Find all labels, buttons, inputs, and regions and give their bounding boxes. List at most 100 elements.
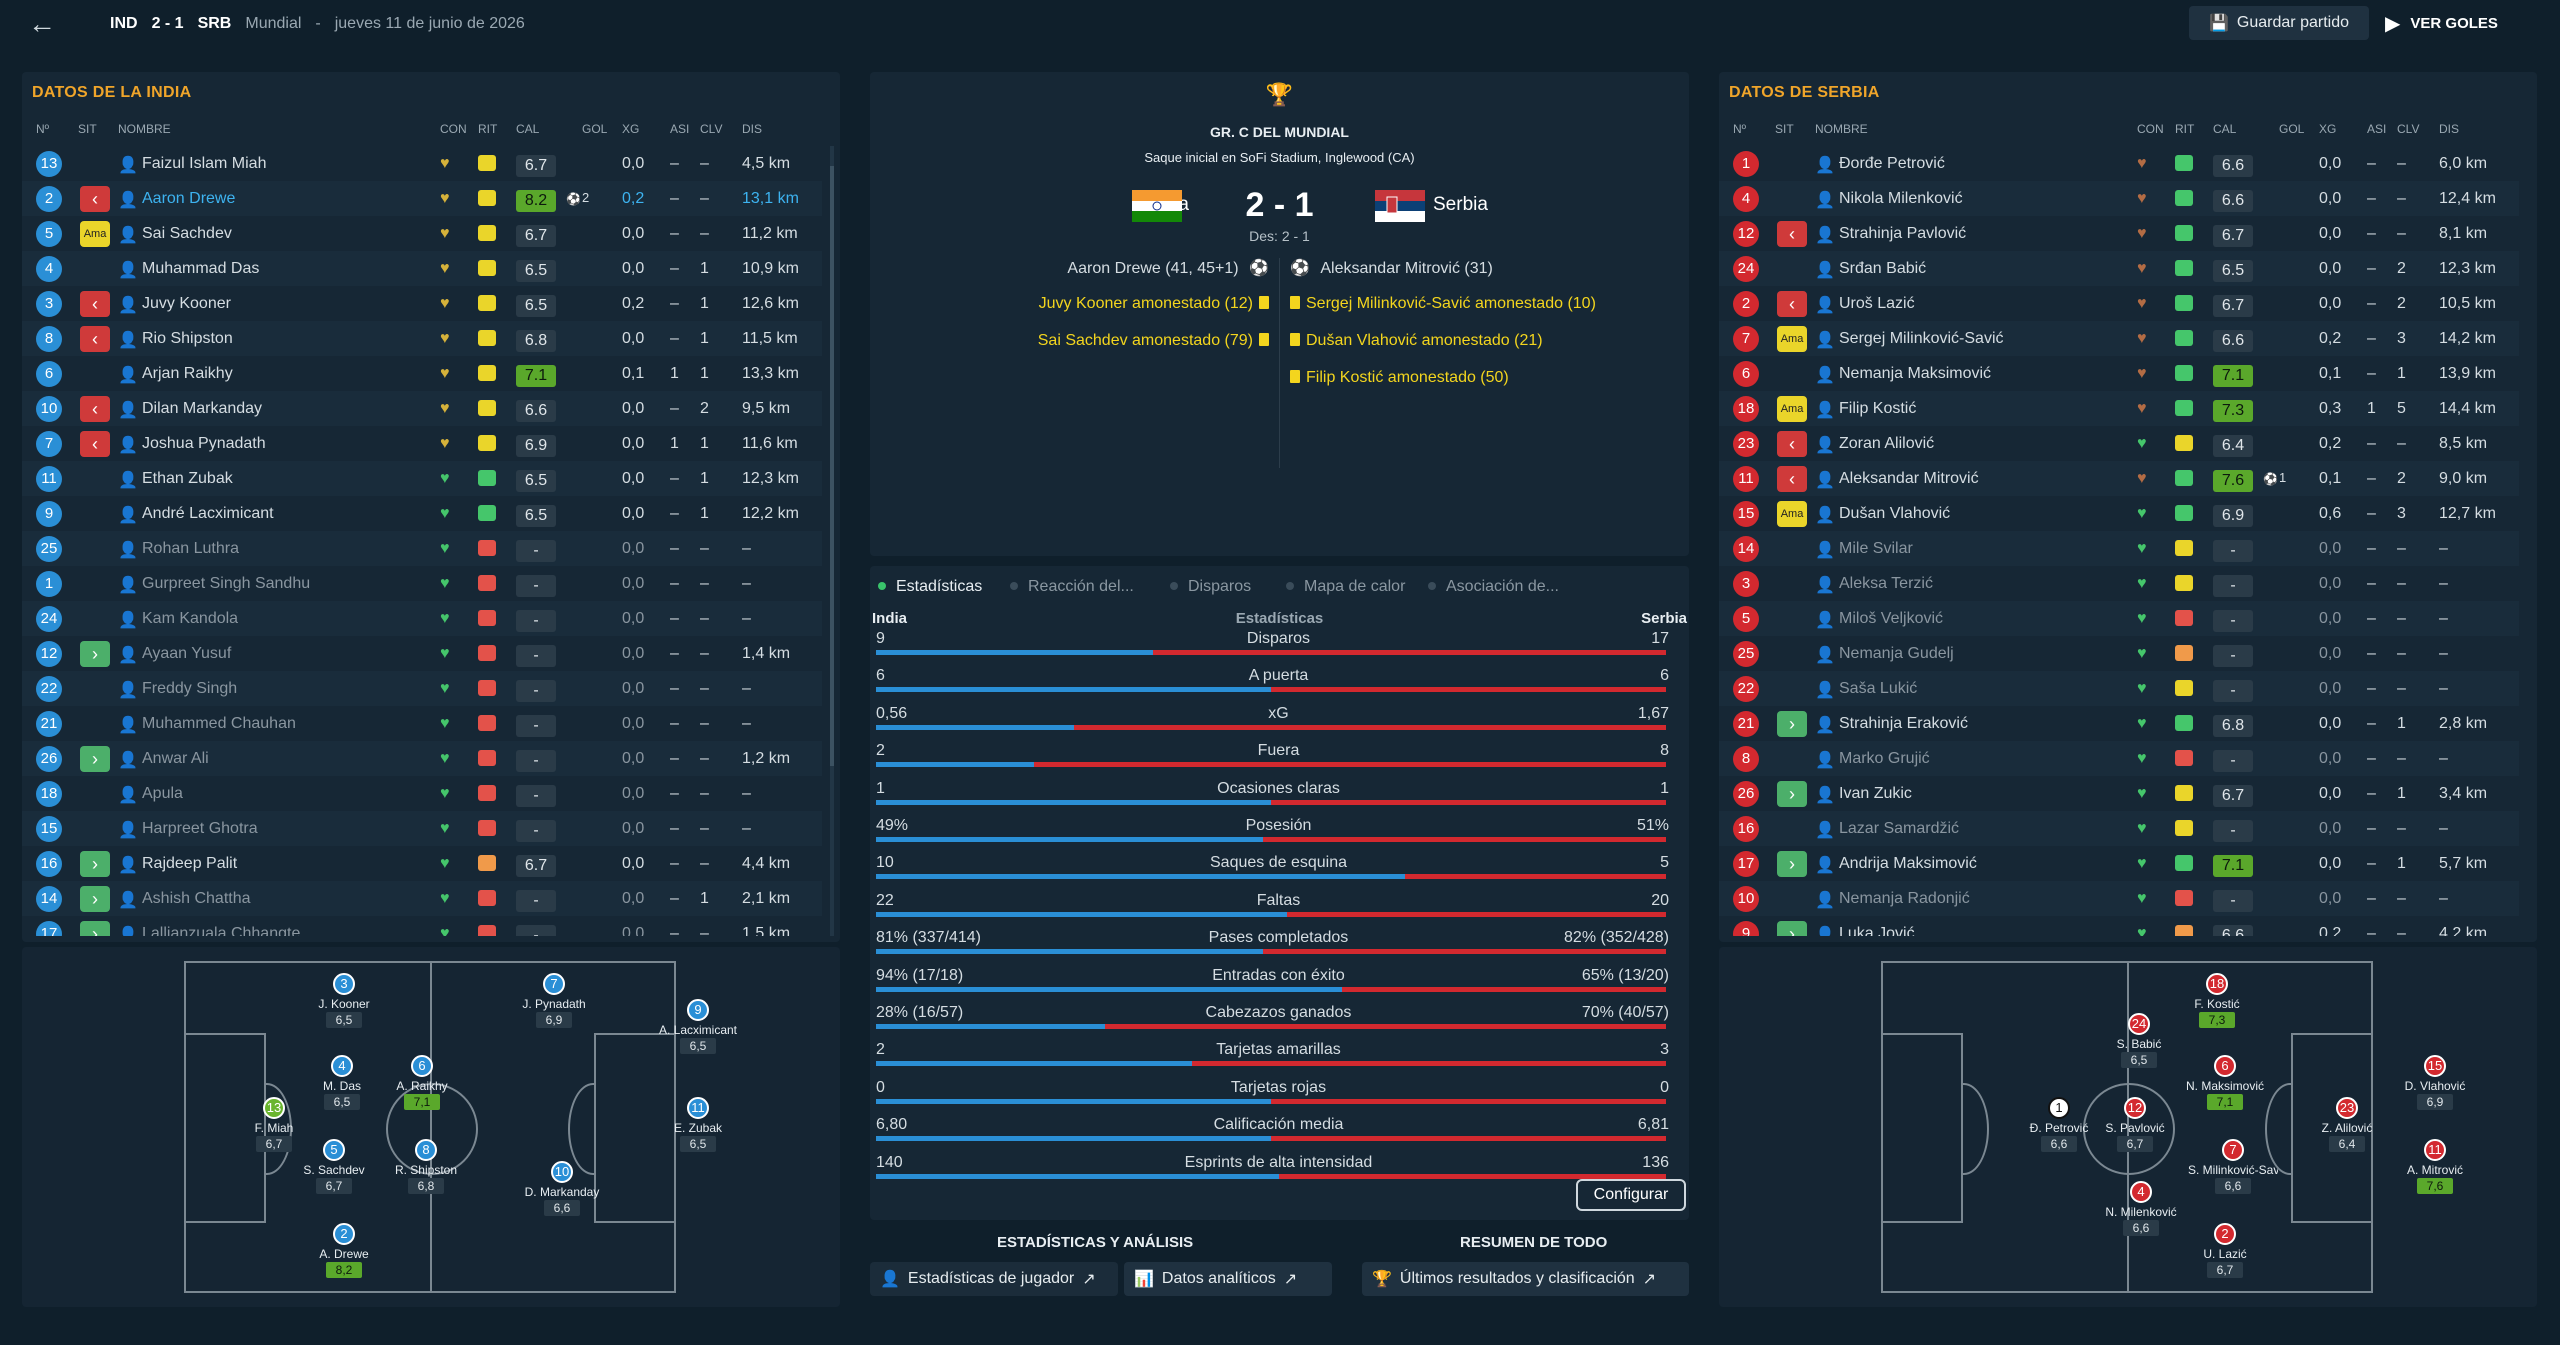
col-header[interactable]: ASI (670, 122, 690, 136)
lineup-player[interactable]: 5 S. Sachdev 6,7 (289, 1139, 379, 1195)
table-row[interactable]: 3 ‹ 👤 Juvy Kooner ♥ 6.5 0,2 – 1 12,6 km (22, 286, 822, 321)
col-header[interactable]: SIT (78, 122, 97, 136)
table-row[interactable]: 26 › 👤 Ivan Zukic ♥ 6.7 0,0 – 1 3,4 km (1719, 776, 2519, 811)
table-row[interactable]: 7 ‹ 👤 Joshua Pynadath ♥ 6.9 0,0 1 1 11,6 km (22, 426, 822, 461)
col-header[interactable]: CLV (2397, 122, 2420, 136)
col-header[interactable]: CAL (2213, 122, 2237, 136)
player-name[interactable]: André Lacximicant (142, 505, 274, 522)
col-header[interactable]: GOL (2279, 122, 2305, 136)
lineup-player[interactable]: 23 Z. Alilović 6,4 (2302, 1097, 2392, 1153)
table-row[interactable]: 16 👤 Lazar Samardžić ♥ - 0,0 – – – (1719, 811, 2519, 846)
scrollbar[interactable] (830, 146, 834, 936)
table-row[interactable]: 9 › 👤 Luka Jović ♥ 6.6 0,2 – – 4,2 km (1719, 916, 2519, 936)
player-name[interactable]: Mile Svilar (1839, 540, 1913, 557)
table-row[interactable]: 8 👤 Marko Grujić ♥ - 0,0 – – – (1719, 741, 2519, 776)
table-row[interactable]: 26 › 👤 Anwar Ali ♥ - 0,0 – – 1,2 km (22, 741, 822, 776)
player-name[interactable]: Nikola Milenković (1839, 190, 1963, 207)
lineup-player[interactable]: 24 S. Babić 6,5 (2094, 1013, 2184, 1069)
stats-tab[interactable]: Mapa de calor (1286, 578, 1405, 596)
table-row[interactable]: 2 ‹ 👤 Uroš Lazić ♥ 6.7 0,0 – 2 10,5 km (1719, 286, 2519, 321)
stats-tab[interactable]: Disparos (1170, 578, 1251, 596)
lineup-player[interactable]: 15 D. Vlahović 6,9 (2390, 1055, 2480, 1111)
lineup-player[interactable]: 7 S. Milinković-Savić6,6 (2188, 1139, 2278, 1195)
table-row[interactable]: 21 👤 Muhammed Chauhan ♥ - 0,0 – – – (22, 706, 822, 741)
player-name[interactable]: Aleksandar Mitrović (1839, 470, 1979, 487)
table-row[interactable]: 1 👤 Gurpreet Singh Sandhu ♥ - 0,0 – – – (22, 566, 822, 601)
col-header[interactable]: CAL (516, 122, 540, 136)
player-name[interactable]: Sergej Milinković-Savić (1839, 330, 2004, 347)
col-header[interactable]: DIS (2439, 122, 2460, 136)
table-row[interactable]: 5 👤 Miloš Veljković ♥ - 0,0 – – – (1719, 601, 2519, 636)
lineup-player[interactable]: 13 F. Miah 6,7 (229, 1097, 319, 1153)
table-row[interactable]: 12 › 👤 Ayaan Yusuf ♥ - 0,0 – – 1,4 km (22, 636, 822, 671)
lineup-player[interactable]: 11 A. Mitrović 7,6 (2390, 1139, 2480, 1195)
table-row[interactable]: 14 👤 Mile Svilar ♥ - 0,0 – – – (1719, 531, 2519, 566)
table-row[interactable]: 10 ‹ 👤 Dilan Markanday ♥ 6.6 0,0 – 2 9,5 km (22, 391, 822, 426)
player-name[interactable]: Harpreet Ghotra (142, 820, 258, 837)
lineup-player[interactable]: 1 Đ. Petrović 6,6 (2014, 1097, 2104, 1153)
lineup-player[interactable]: 4 N. Milenković 6,6 (2096, 1181, 2186, 1237)
player-stats-button[interactable]: 👤 Estadísticas de jugador ↗ (870, 1262, 1118, 1296)
lineup-player[interactable]: 7 J. Pynadath 6,9 (509, 973, 599, 1029)
stats-tab[interactable]: Reacción del... (1010, 578, 1134, 596)
col-header[interactable]: ASI (2367, 122, 2387, 136)
table-row[interactable]: 25 👤 Rohan Luthra ♥ - 0,0 – – – (22, 531, 822, 566)
table-row[interactable]: 24 👤 Kam Kandola ♥ - 0,0 – – – (22, 601, 822, 636)
player-name[interactable]: Andrija Maksimović (1839, 855, 1977, 872)
table-row[interactable]: 10 👤 Nemanja Radonjić ♥ - 0,0 – – – (1719, 881, 2519, 916)
player-name[interactable]: Ethan Zubak (142, 470, 233, 487)
lineup-player[interactable]: 6 N. Maksimović 7,1 (2180, 1055, 2270, 1111)
table-row[interactable]: 18 Ama 👤 Filip Kostić ♥ 7.3 0,3 1 5 14,4 km (1719, 391, 2519, 426)
table-row[interactable]: 15 👤 Harpreet Ghotra ♥ - 0,0 – – – (22, 811, 822, 846)
player-name[interactable]: Uroš Lazić (1839, 295, 1915, 312)
analytics-button[interactable]: 📊 Datos analíticos ↗ (1124, 1262, 1332, 1296)
col-header[interactable]: NOMBRE (118, 122, 171, 136)
player-name[interactable]: Muhammad Das (142, 260, 260, 277)
lineup-player[interactable]: 9 A. Lacximicant 6,5 (653, 999, 743, 1055)
table-row[interactable]: 17 › 👤 Lallianzuala Chhangte ♥ - 0,0 – – 1,5 km (22, 916, 822, 936)
table-row[interactable]: 2 ‹ 👤 Aaron Drewe ♥ 8.2 2 ⚽ 0,2– –13,1 km (22, 181, 822, 216)
lineup-player[interactable]: 18 F. Kostić 7,3 (2172, 973, 2262, 1029)
col-header[interactable]: RIT (2175, 122, 2195, 136)
col-header[interactable]: CON (2137, 122, 2164, 136)
player-name[interactable]: Nemanja Radonjić (1839, 890, 1970, 907)
lineup-player[interactable]: 2 A. Drewe 8,2 (299, 1223, 389, 1279)
col-header[interactable]: Nº (36, 122, 50, 136)
player-name[interactable]: Saša Lukić (1839, 680, 1918, 697)
player-name[interactable]: Apula (142, 785, 183, 802)
col-header[interactable]: CON (440, 122, 467, 136)
lineup-player[interactable]: 6 A. Raikhy 7,1 (377, 1055, 467, 1111)
table-row[interactable]: 14 › 👤 Ashish Chattha ♥ - 0,0 – 1 2,1 km (22, 881, 822, 916)
player-name[interactable]: Ashish Chattha (142, 890, 251, 907)
table-row[interactable]: 9 👤 André Lacximicant ♥ 6.5 0,0 – 1 12,2 km (22, 496, 822, 531)
player-name[interactable]: Arjan Raikhy (142, 365, 233, 382)
player-name[interactable]: Marko Grujić (1839, 750, 1930, 767)
table-row[interactable]: 8 ‹ 👤 Rio Shipston ♥ 6.8 0,0 – 1 11,5 km (22, 321, 822, 356)
col-header[interactable]: SIT (1775, 122, 1794, 136)
configure-button[interactable]: Configurar (1576, 1179, 1686, 1211)
table-row[interactable]: 17 › 👤 Andrija Maksimović ♥ 7.1 0,0 – 1 5,7 km (1719, 846, 2519, 881)
player-name[interactable]: Aaron Drewe (142, 190, 236, 207)
lineup-player[interactable]: 8 R. Shipston 6,8 (381, 1139, 471, 1195)
table-row[interactable]: 16 › 👤 Rajdeep Palit ♥ 6.7 0,0 – – 4,4 km (22, 846, 822, 881)
save-match-button[interactable]: 💾 Guardar partido (2189, 6, 2369, 40)
player-name[interactable]: Aleksa Terzić (1839, 575, 1933, 592)
table-row[interactable]: 13 👤 Faizul Islam Miah ♥ 6.7 0,0 – – 4,5 km (22, 146, 822, 181)
col-header[interactable]: XG (622, 122, 640, 136)
player-name[interactable]: Anwar Ali (142, 750, 209, 767)
player-name[interactable]: Strahinja Eraković (1839, 715, 1968, 732)
table-row[interactable]: 11 👤 Ethan Zubak ♥ 6.5 0,0 – 1 12,3 km (22, 461, 822, 496)
player-name[interactable]: Muhammed Chauhan (142, 715, 296, 732)
player-name[interactable]: Sai Sachdev (142, 225, 232, 242)
col-header[interactable]: DIS (742, 122, 763, 136)
table-row[interactable]: 4 👤 Muhammad Das ♥ 6.5 0,0 – 1 10,9 km (22, 251, 822, 286)
player-name[interactable]: Ivan Zukic (1839, 785, 1912, 802)
view-goals-button[interactable]: ▶ VER GOLES (2385, 6, 2545, 40)
player-name[interactable]: Joshua Pynadath (142, 435, 266, 452)
player-name[interactable]: Ayaan Yusuf (142, 645, 232, 662)
player-name[interactable]: Dušan Vlahović (1839, 505, 1951, 522)
player-name[interactable]: Luka Jović (1839, 925, 1915, 936)
table-row[interactable]: 4 👤 Nikola Milenković ♥ 6.6 0,0 – – 12,4 km (1719, 181, 2519, 216)
player-name[interactable]: Kam Kandola (142, 610, 239, 627)
table-row[interactable]: 11 ‹ 👤 Aleksandar Mitrović ♥ 7.6 1 ⚽ 0,1 – 2 9,0 km (1719, 461, 2519, 496)
